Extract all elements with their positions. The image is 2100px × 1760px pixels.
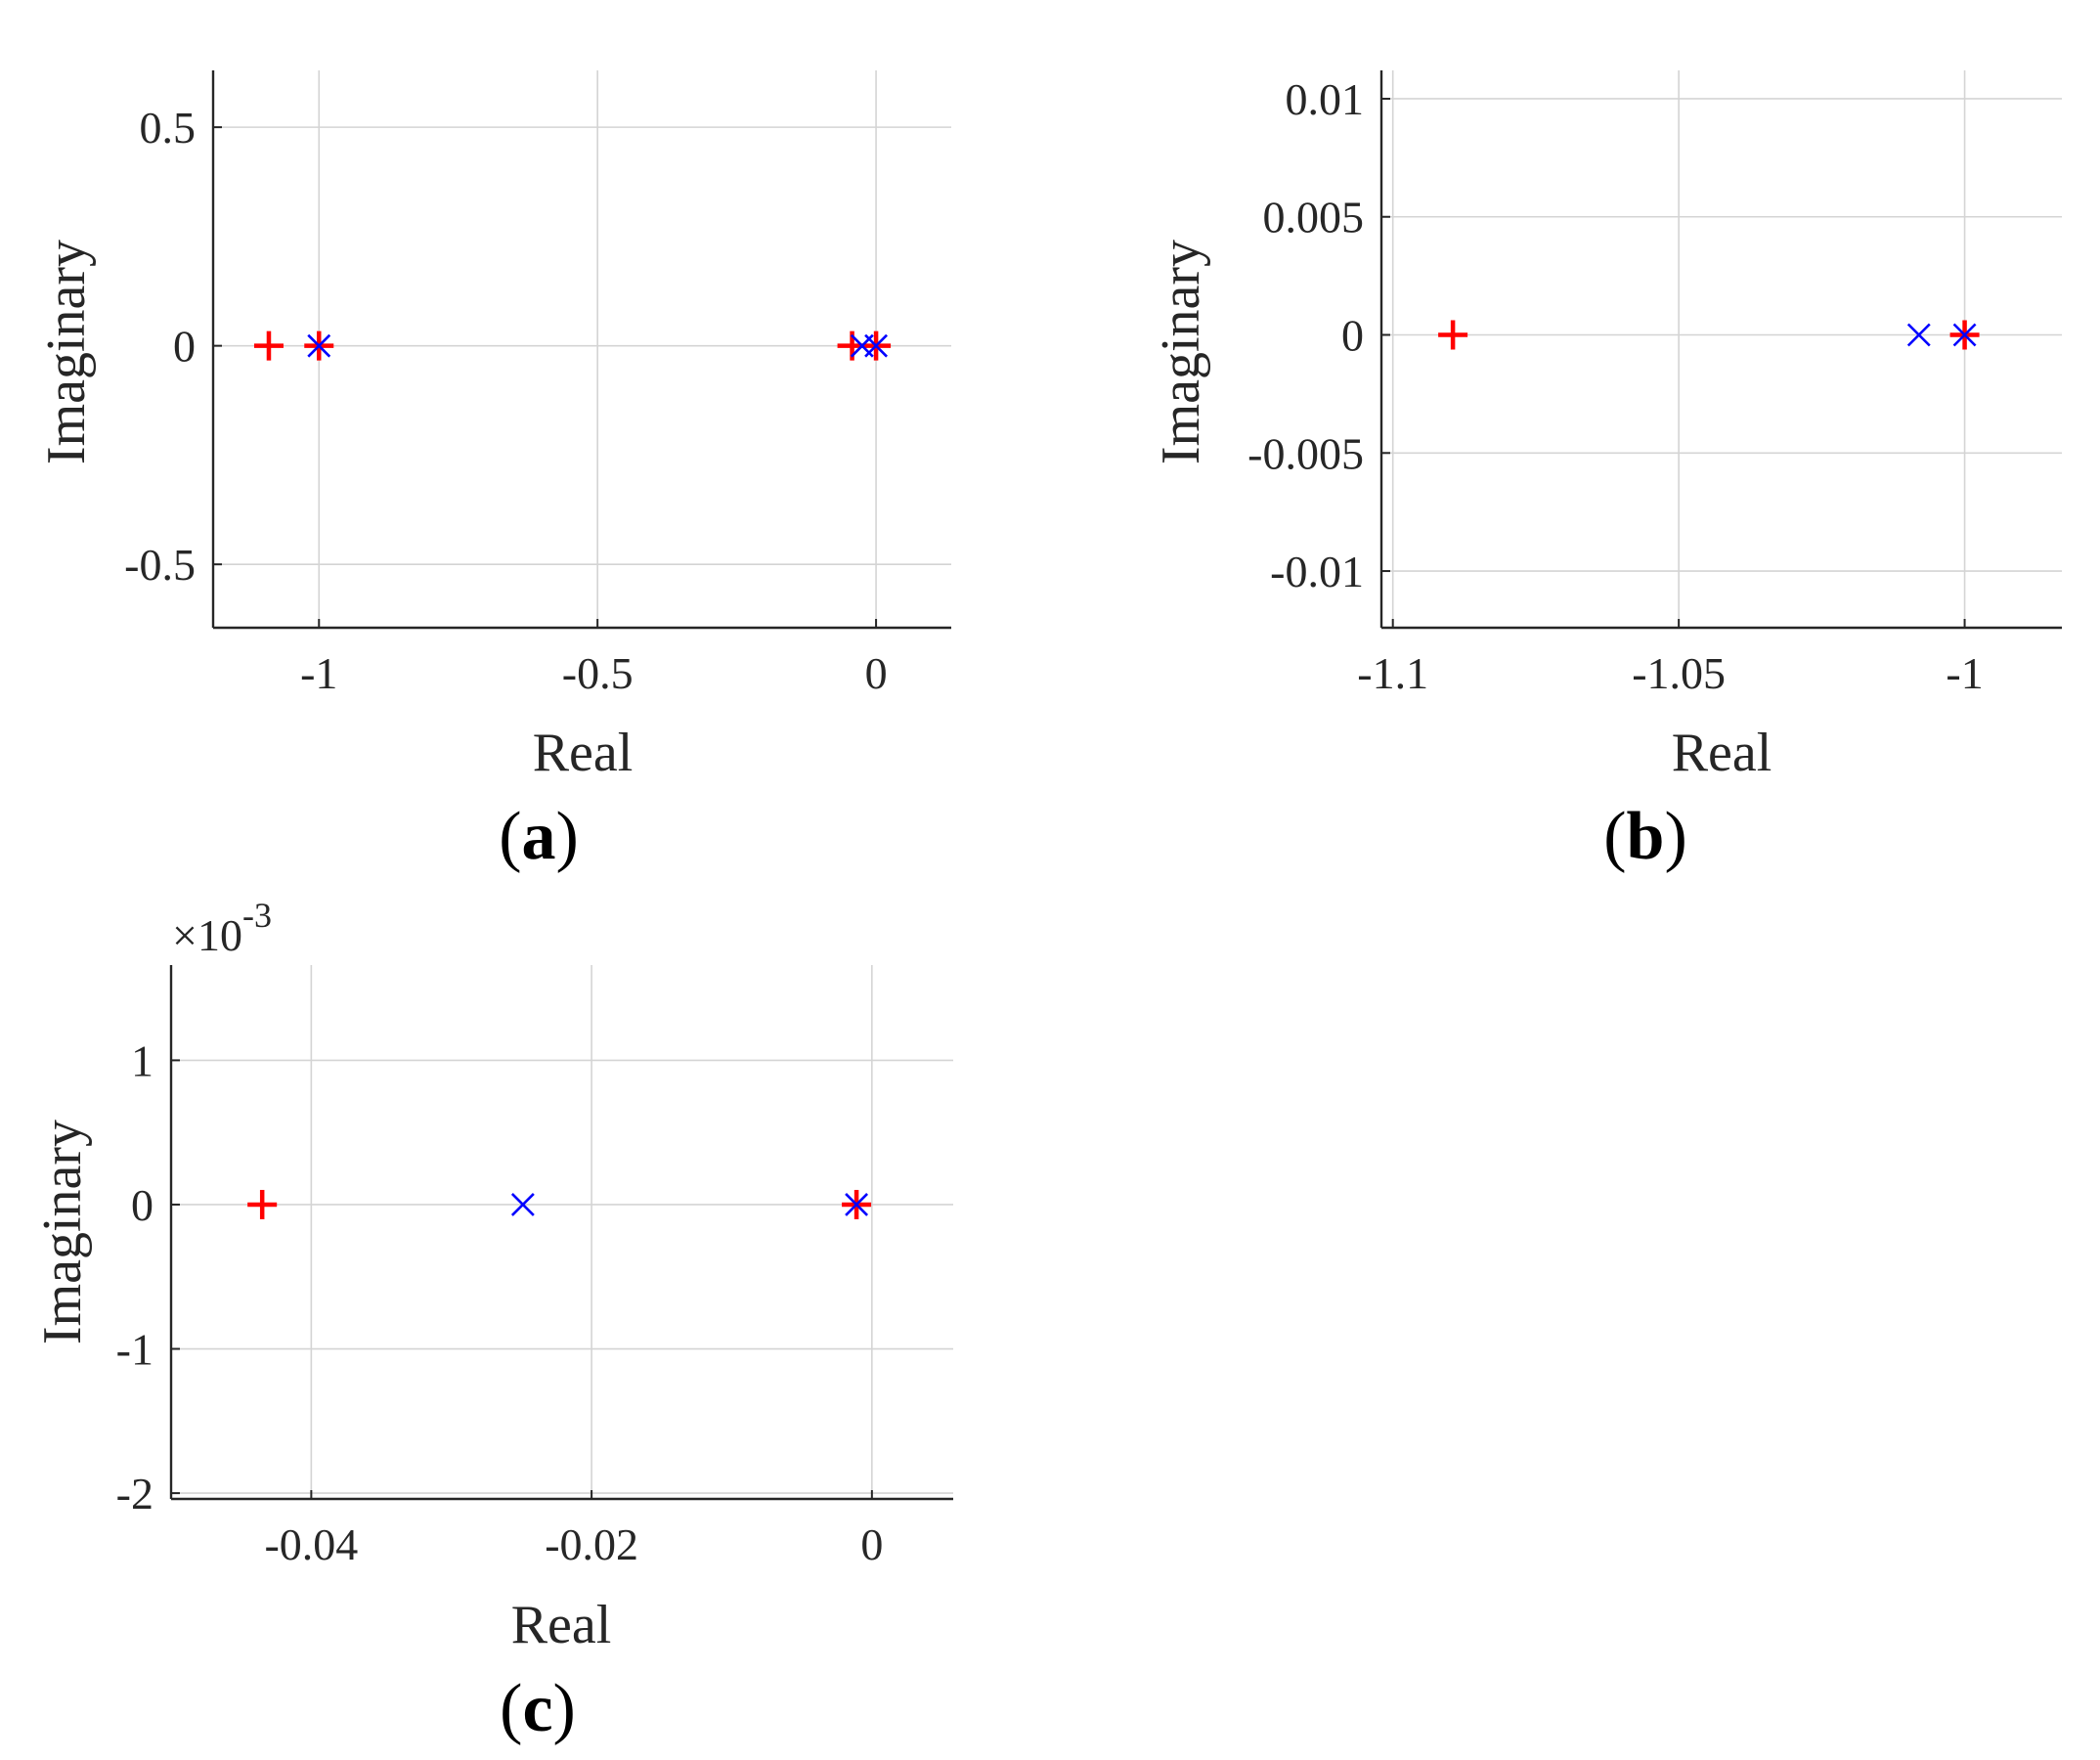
x-ticks-c: -0.04 -0.02 0 — [264, 1490, 883, 1569]
y-tick-label-b: -0.01 — [1270, 547, 1364, 596]
pole-marker-plus — [247, 1189, 278, 1219]
y-tick-label-b: -0.005 — [1247, 428, 1364, 478]
panel-label-a: (a) — [499, 799, 579, 874]
y-exponent-power-c: -3 — [242, 896, 272, 935]
pole-marker-cross — [1906, 323, 1931, 347]
y-tick-label-a: 0 — [173, 322, 196, 372]
y-tick-label-c: -1 — [116, 1325, 153, 1375]
x-tick-label-a: -0.5 — [562, 648, 634, 698]
x-tick-label-c: -0.04 — [264, 1519, 358, 1569]
x-axis-label-a: Real — [533, 723, 634, 783]
y-tick-label-b: 0 — [1341, 311, 1364, 361]
x-tick-label-a: -1 — [300, 648, 337, 698]
axes-c — [169, 965, 953, 1501]
markers-a — [253, 330, 892, 361]
y-axis-label-c: Imaginary — [32, 1120, 93, 1344]
pole-marker-plus — [253, 330, 284, 361]
y-ticks-a: -0.5 0 0.5 — [124, 103, 222, 590]
panel-label-b: (b) — [1603, 799, 1687, 874]
x-axis-label-b: Real — [1672, 723, 1772, 783]
x-tick-label-a: 0 — [865, 648, 888, 698]
x-ticks-a: -1 -0.5 0 — [300, 619, 888, 698]
grid-b — [1381, 70, 2062, 628]
y-tick-label-a: -0.5 — [124, 540, 196, 590]
pole-marker-cross — [510, 1193, 535, 1216]
x-ticks-b: -1.1 -1.05 -1 — [1357, 619, 1984, 698]
x-tick-label-c: 0 — [860, 1519, 883, 1569]
y-exponent-base-c: ×10 — [172, 910, 242, 960]
pole-marker-cross — [1952, 323, 1977, 347]
y-tick-label-c: -2 — [116, 1469, 153, 1518]
markers-c — [247, 1189, 872, 1219]
axes-b — [1379, 70, 2062, 630]
panel-c: -0.04 -0.02 0 -2-101 ×10-3 Real Imaginary … — [32, 896, 953, 1746]
y-tick-label-b: 0.01 — [1286, 74, 1365, 124]
y-tick-label-c: 1 — [131, 1035, 153, 1085]
x-tick-label-c: -0.02 — [545, 1519, 638, 1569]
panel-label-c: (c) — [500, 1671, 576, 1746]
panel-letter-c: c — [522, 1671, 552, 1746]
pole-marker-cross — [864, 333, 888, 358]
x-tick-label-b: -1.1 — [1357, 648, 1428, 698]
panel-a: -1 -0.5 0 -0.5 0 0.5 Real Imaginary (a) — [36, 70, 951, 874]
y-tick-label-c: 0 — [131, 1180, 153, 1230]
y-tick-label-a: 0.5 — [140, 103, 197, 153]
y-axis-label-b: Imaginary — [1151, 240, 1211, 464]
y-tick-label-b: 0.005 — [1263, 193, 1365, 242]
x-axis-label-c: Real — [511, 1595, 612, 1655]
pole-marker-cross — [845, 1193, 868, 1216]
x-tick-label-b: -1 — [1946, 648, 1983, 698]
pole-marker-cross — [307, 333, 331, 358]
y-ticks-b: -0.01 -0.005 0 0.005 0.01 — [1247, 74, 1390, 596]
markers-b — [1438, 320, 1980, 350]
x-tick-label-b: -1.05 — [1632, 648, 1726, 698]
panel-letter-b: b — [1627, 799, 1665, 874]
y-exponent-label-c: ×10-3 — [172, 896, 272, 960]
y-axis-label-a: Imaginary — [36, 240, 97, 464]
axes-a — [211, 70, 951, 630]
pole-marker-plus — [1438, 320, 1468, 350]
grid-c — [171, 965, 953, 1499]
panel-letter-a: a — [522, 799, 556, 874]
y-ticks-c: -2 -1 0 1 — [116, 1035, 180, 1518]
panel-b: -1.1 -1.05 -1 -0.01 -0.005 0 0.005 0.01 Real I… — [1151, 70, 2062, 874]
